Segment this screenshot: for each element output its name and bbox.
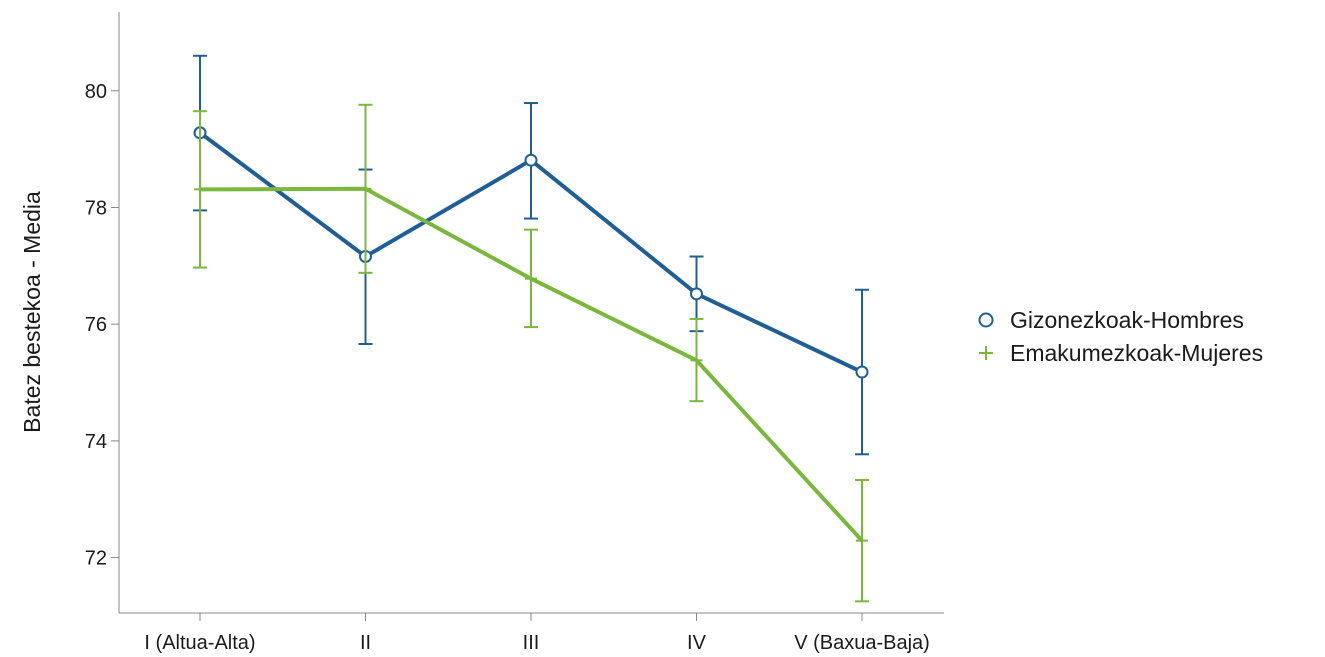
data-point: [856, 534, 868, 547]
legend-label: Gizonezkoak-Hombres: [1010, 307, 1244, 333]
legend-item: Gizonezkoak-Hombres: [978, 307, 1244, 333]
data-point: [690, 287, 703, 301]
y-tick-label: 72: [85, 548, 107, 570]
x-tick-label: III: [523, 632, 540, 654]
series-2: [193, 103, 869, 603]
x-tick-label: IV: [687, 632, 707, 654]
x-tick-label: I (Altua-Alta): [144, 632, 255, 654]
y-tick-label: 80: [85, 81, 107, 103]
x-tick-label: II: [360, 632, 371, 654]
series-layer: [193, 54, 869, 603]
data-point: [855, 365, 869, 379]
legend: Gizonezkoak-Hombres Emakumezkoak-Mujeres: [978, 307, 1263, 366]
data-point: [524, 153, 538, 167]
x-tick-label: V (Baxua-Baja): [794, 632, 930, 654]
data-point: [194, 183, 206, 196]
legend-marker-circle: [978, 312, 994, 328]
x-axis: I (Altua-Alta) II III IV V (Baxua-Baja): [119, 612, 944, 654]
data-point: [690, 354, 703, 367]
y-tick-label: 74: [85, 431, 107, 453]
legend-item: Emakumezkoak-Mujeres: [979, 340, 1263, 366]
legend-label: Emakumezkoak-Mujeres: [1010, 340, 1263, 366]
y-tick-label: 76: [85, 314, 107, 336]
y-axis-title: Batez bestekoa - Media: [19, 191, 45, 433]
y-axis: 72 74 76 78 80: [85, 12, 120, 613]
legend-marker-plus: [979, 346, 993, 360]
data-point: [359, 182, 372, 195]
y-tick-label: 78: [85, 197, 107, 219]
data-point: [525, 272, 537, 285]
